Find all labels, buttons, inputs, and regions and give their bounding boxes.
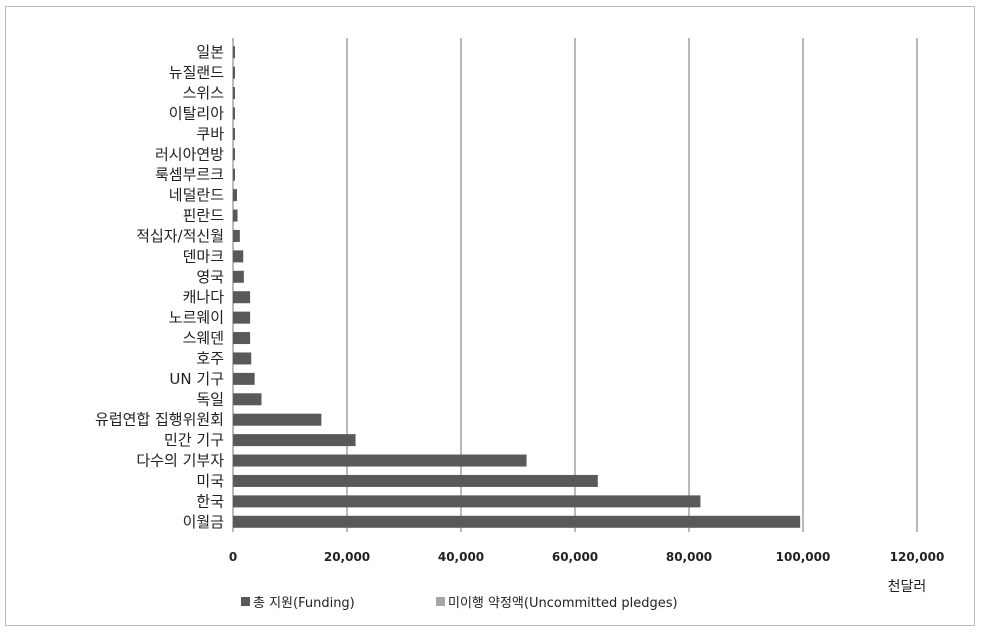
bar-funding — [233, 229, 240, 242]
category-label: 한국 — [196, 492, 224, 510]
category-label: 영국 — [196, 268, 224, 286]
legend-swatch-uncommitted — [436, 597, 445, 606]
x-axis-unit-label: 천달러 — [888, 579, 927, 595]
x-tick-label: 0 — [229, 550, 237, 564]
category-label: 유럽연합 집행위원회 — [95, 411, 224, 429]
category-labels: 일본뉴질랜드스위스이탈리아쿠바러시아연방룩셈부르크네덜란드핀란드적십자/적신월덴… — [95, 43, 224, 531]
bar-funding — [233, 107, 235, 120]
category-label: 이탈리아 — [169, 104, 224, 122]
category-label: 쿠바 — [196, 125, 224, 143]
bar-funding — [233, 372, 255, 385]
bar-funding — [233, 454, 527, 467]
bar-funding — [233, 46, 235, 59]
bar-funding — [233, 352, 252, 365]
bar-funding — [233, 515, 801, 528]
legend-swatch-funding — [241, 597, 250, 606]
category-label: 미국 — [196, 472, 224, 490]
category-label: 네덜란드 — [169, 186, 224, 204]
category-label: 이월금 — [183, 513, 225, 531]
category-label: 러시아연방 — [155, 145, 224, 163]
bar-funding — [233, 393, 262, 406]
x-tick-labels: 0 20,000 40,000 60,000 80,000 100,000 120,000 — [229, 550, 945, 564]
bar-funding — [233, 332, 251, 345]
legend: 총 지원(Funding) 미이행 약정액(Uncommitted pledge… — [241, 595, 678, 611]
bar-funding — [233, 66, 235, 79]
category-label: UN 기구 — [169, 370, 224, 388]
category-label: 핀란드 — [183, 207, 225, 225]
category-label: 다수의 기부자 — [136, 452, 224, 470]
category-label: 스위스 — [183, 84, 225, 102]
x-tick-label: 80,000 — [666, 550, 712, 564]
x-tick-label: 120,000 — [890, 550, 945, 564]
x-tick-label: 20,000 — [324, 550, 370, 564]
gridlines — [232, 38, 918, 532]
category-label: 노르웨이 — [169, 309, 224, 327]
category-label: 독일 — [196, 390, 224, 408]
bar-funding — [233, 495, 701, 508]
legend-label-funding: 총 지원(Funding) — [253, 596, 355, 611]
category-label: 캐나다 — [183, 288, 225, 306]
bar-funding — [233, 127, 235, 140]
bar-funding — [233, 209, 238, 222]
bar-funding — [233, 434, 356, 447]
category-label: 민간 기구 — [164, 431, 224, 449]
bar-funding — [233, 413, 322, 426]
x-tick-label: 60,000 — [552, 550, 598, 564]
category-label: 스웨덴 — [183, 329, 224, 347]
legend-label-uncommitted: 미이행 약정액(Uncommitted pledges) — [448, 595, 678, 611]
bar-funding — [233, 311, 251, 324]
bar-funding — [233, 270, 244, 283]
category-label: 호주 — [196, 349, 224, 367]
category-label: 뉴질랜드 — [169, 64, 224, 82]
category-label: 덴마크 — [183, 247, 224, 265]
x-tick-label: 40,000 — [438, 550, 484, 564]
bar-funding — [233, 189, 237, 202]
category-label: 일본 — [196, 43, 224, 61]
category-label: 룩셈부르크 — [155, 166, 224, 184]
bar-funding — [233, 474, 598, 487]
category-label: 적십자/적신월 — [136, 227, 224, 245]
bar-funding — [233, 168, 235, 181]
bars — [233, 46, 801, 528]
bar-funding — [233, 250, 244, 263]
x-tick-label: 100,000 — [776, 550, 831, 564]
bar-funding — [233, 87, 235, 100]
bar-funding — [233, 291, 251, 304]
bar-funding — [233, 148, 235, 161]
